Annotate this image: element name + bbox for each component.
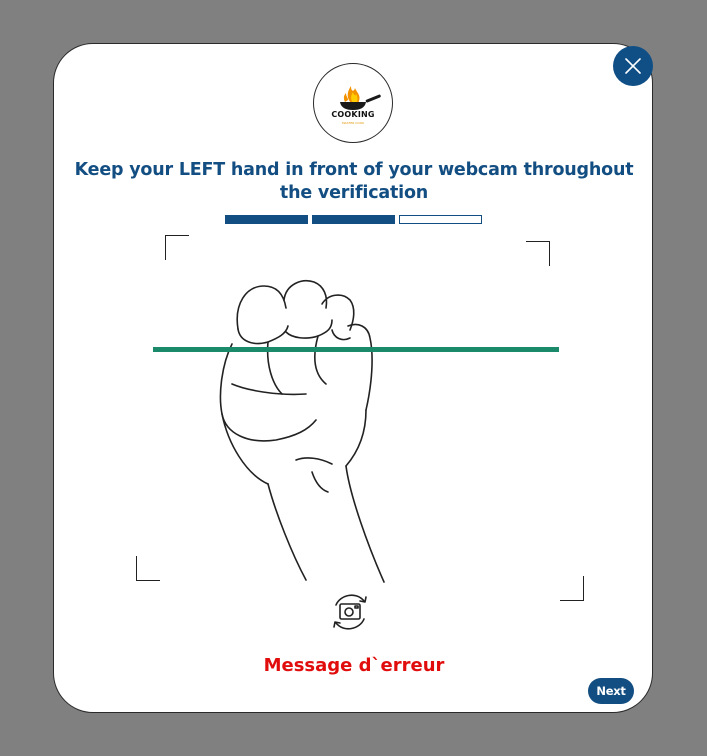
hand-scan-area — [136, 234, 584, 604]
verification-modal: COOKING MASTER COOK Keep your LEFT hand … — [53, 43, 653, 713]
progress-steps — [225, 215, 483, 225]
scan-corner-top-left — [165, 235, 189, 260]
camera-switch-icon — [333, 594, 367, 630]
close-icon — [625, 58, 641, 74]
scan-corner-bottom-left — [136, 556, 160, 581]
scan-line — [153, 347, 559, 352]
logo-brand-text: COOKING — [331, 110, 375, 119]
next-button[interactable]: Next — [588, 678, 634, 704]
instruction-title: Keep your LEFT hand in front of your web… — [74, 160, 634, 203]
close-button[interactable] — [613, 46, 653, 86]
progress-step-1 — [225, 215, 308, 224]
scan-corner-bottom-right — [560, 576, 584, 601]
error-message: Message d`erreur — [263, 655, 445, 676]
frying-pan-flame-icon — [340, 86, 381, 110]
brand-logo: COOKING MASTER COOK — [313, 63, 393, 143]
scan-corner-top-right — [526, 241, 550, 266]
fist-hand-icon — [219, 280, 385, 583]
logo-tagline: MASTER COOK — [341, 121, 365, 125]
progress-step-2 — [312, 215, 395, 224]
progress-step-3 — [399, 215, 482, 224]
camera-switch-button[interactable] — [328, 589, 372, 635]
